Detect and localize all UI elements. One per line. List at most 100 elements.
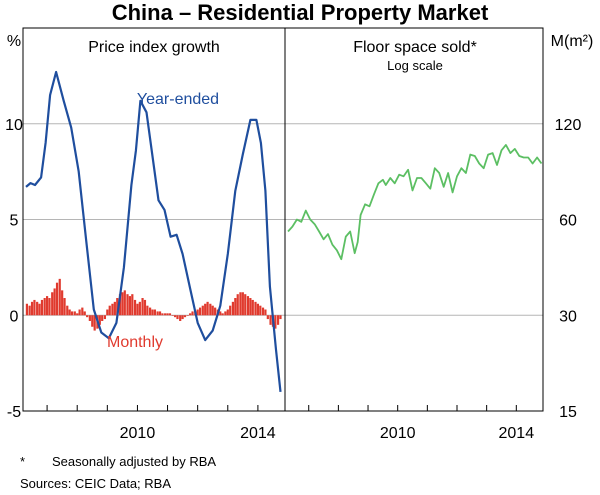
monthly-bar: [25, 303, 29, 316]
monthly-bar: [118, 294, 122, 316]
right-panel-subtitle: Log scale: [387, 58, 443, 73]
monthly-bar: [224, 311, 227, 316]
monthly-bar: [209, 303, 212, 316]
monthly-bar: [63, 298, 66, 316]
monthly-bar: [143, 299, 147, 316]
monthly-label: Monthly: [107, 334, 163, 351]
monthly-bar: [276, 315, 280, 325]
left-x-tick-label: 2010: [120, 425, 156, 442]
sources: Sources: CEIC Data; RBA: [20, 476, 171, 491]
monthly-bar: [45, 296, 49, 316]
monthly-bar: [214, 307, 217, 316]
left-y-tick-label: -5: [7, 404, 21, 421]
monthly-bar: [93, 315, 96, 331]
monthly-bar: [136, 303, 139, 316]
monthly-bar: [131, 294, 134, 316]
monthly-bar: [279, 315, 282, 320]
monthly-bar: [86, 315, 89, 318]
monthly-bar: [259, 305, 262, 316]
monthly-bars: [25, 278, 282, 331]
plot-border: [22, 27, 544, 412]
monthly-bar: [179, 315, 182, 321]
monthly-bar: [229, 305, 232, 316]
footnote: Seasonally adjusted by RBA: [52, 454, 216, 469]
left-panel-title: Price index growth: [88, 39, 220, 56]
right-y-unit: M(m²): [551, 33, 594, 50]
monthly-bar: [201, 305, 204, 316]
monthly-bar: [239, 292, 242, 316]
left-y-tick-label: 10: [5, 117, 23, 134]
monthly-bar: [234, 298, 237, 316]
monthly-bar: [148, 307, 152, 316]
footnote-marker: *: [20, 454, 25, 469]
monthly-bar: [113, 301, 116, 316]
monthly-bar: [156, 311, 159, 316]
monthly-bar: [204, 303, 207, 316]
monthly-bar: [254, 301, 257, 316]
left-y-unit: %: [7, 33, 21, 50]
monthly-bar: [196, 309, 199, 316]
monthly-bar: [51, 292, 54, 316]
monthly-bar: [128, 296, 132, 316]
monthly-bar: [73, 311, 76, 316]
monthly-bar: [83, 311, 86, 316]
monthly-bar: [33, 299, 36, 316]
plot-frame: [22, 27, 544, 412]
monthly-bar: [249, 298, 252, 316]
monthly-bar: [43, 298, 46, 316]
monthly-bar: [48, 298, 51, 316]
monthly-bar: [153, 309, 157, 316]
monthly-bar: [38, 303, 41, 316]
monthly-bar: [81, 307, 84, 316]
monthly-bar: [101, 315, 104, 321]
monthly-bar: [176, 315, 179, 320]
monthly-bar: [111, 303, 114, 316]
monthly-bar: [219, 311, 222, 316]
monthly-bar: [191, 311, 194, 316]
monthly-bar: [171, 315, 174, 316]
monthly-bar: [206, 301, 209, 316]
right-panel-title: Floor space sold*: [353, 39, 477, 56]
monthly-bar: [241, 292, 244, 316]
monthly-bar: [78, 309, 81, 316]
monthly-bar: [98, 315, 101, 325]
monthly-bar: [66, 305, 69, 316]
year-ended-series: [25, 70, 282, 393]
right-y-tick-label: 15: [559, 404, 577, 421]
monthly-bar: [189, 313, 192, 316]
axis-ticks: -5 0 5 10 15 30 60 120 2010 2014 2010 2014: [5, 117, 581, 442]
monthly-bar: [261, 307, 265, 316]
monthly-bar: [28, 305, 31, 316]
monthly-bar: [158, 311, 162, 316]
monthly-bar: [164, 313, 167, 316]
monthly-bar: [40, 299, 44, 316]
monthly-bar: [264, 309, 267, 316]
monthly-bar: [68, 309, 71, 316]
right-y-tick-label: 60: [559, 213, 577, 230]
monthly-bar: [186, 315, 189, 316]
monthly-bar: [61, 290, 64, 316]
monthly-bar: [76, 313, 79, 316]
monthly-bar: [138, 301, 141, 316]
monthly-bar: [141, 298, 144, 316]
left-x-tick-label: 2014: [240, 425, 276, 442]
monthly-bar: [236, 294, 239, 316]
monthly-bar: [91, 315, 94, 327]
monthly-bar: [116, 298, 119, 316]
monthly-bar: [103, 315, 107, 320]
monthly-bar: [183, 315, 187, 318]
monthly-bar: [161, 313, 164, 316]
monthly-bar: [121, 292, 124, 316]
monthly-bar: [221, 313, 224, 316]
monthly-bar: [126, 294, 129, 316]
floor-space-series: [287, 144, 543, 261]
right-y-tick-label: 30: [559, 308, 577, 325]
monthly-bar: [251, 299, 254, 316]
floor-space-line: [287, 144, 543, 261]
monthly-bar: [231, 301, 235, 316]
monthly-bar: [226, 309, 229, 316]
monthly-bar: [168, 313, 172, 316]
monthly-bar: [211, 305, 214, 316]
monthly-bar: [123, 290, 126, 316]
